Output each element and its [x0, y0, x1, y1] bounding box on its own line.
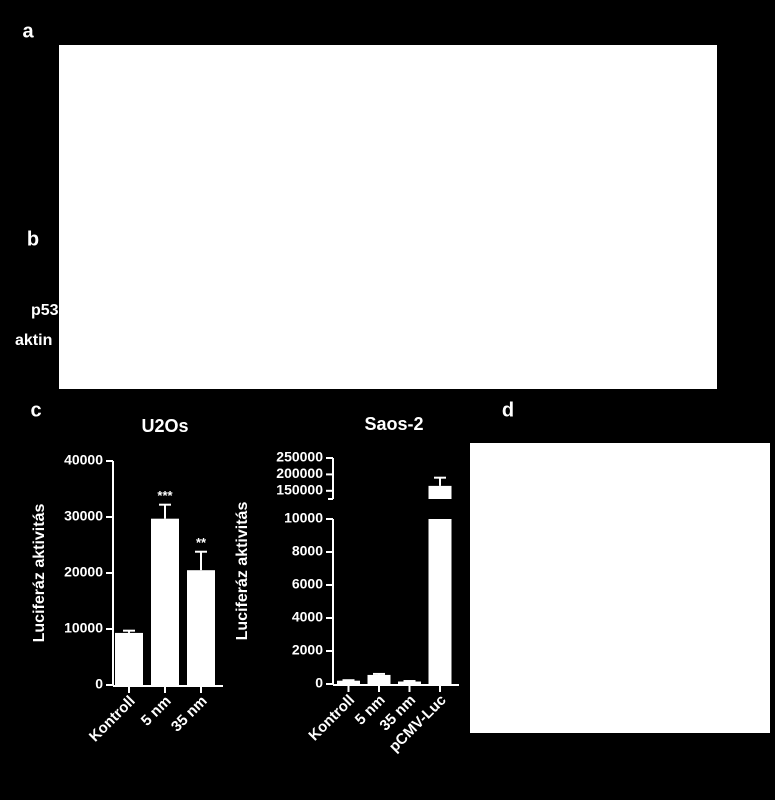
y-tick-label: 6000 [292, 576, 323, 592]
chart-title: Saos-2 [364, 414, 423, 434]
significance: ** [196, 535, 207, 550]
image-panel [470, 443, 770, 733]
y-tick-label: 8000 [292, 543, 323, 559]
significance: *** [157, 488, 173, 503]
bar [115, 632, 143, 685]
bar [151, 518, 179, 685]
y-tick-label: 0 [315, 675, 323, 691]
y-axis-label: Luciferáz aktivitás [234, 502, 251, 641]
panel-label: b [27, 228, 39, 250]
bar [187, 570, 215, 685]
chart-title: U2Os [141, 416, 188, 436]
x-tick-label: Kontroll [86, 693, 139, 746]
panel-label: a [22, 20, 34, 42]
y-tick-label: 250000 [276, 449, 323, 465]
y-tick-label: 2000 [292, 642, 323, 658]
y-tick-label: 20000 [64, 564, 103, 580]
y-tick-label: 10000 [64, 620, 103, 636]
y-axis-label: Luciferáz aktivitás [31, 504, 48, 643]
y-tick-label: 40000 [64, 452, 103, 468]
blot-image [59, 45, 717, 389]
y-tick-label: 4000 [292, 609, 323, 625]
row-label: p53 [31, 302, 59, 319]
panel-label: d [502, 399, 514, 421]
bar [367, 674, 391, 684]
bar [428, 519, 452, 684]
y-tick-label: 10000 [284, 510, 323, 526]
x-tick-label: 35 nm [168, 693, 211, 736]
row-label: aktin [15, 332, 52, 349]
bar [428, 485, 452, 499]
y-tick-label: 200000 [276, 465, 323, 481]
y-tick-label: 30000 [64, 508, 103, 524]
bar [398, 681, 421, 684]
y-tick-label: 0 [95, 676, 103, 692]
y-tick-label: 150000 [276, 482, 323, 498]
x-tick-label: Kontroll [305, 692, 358, 745]
panel-label: c [30, 399, 41, 421]
bar [337, 680, 360, 684]
